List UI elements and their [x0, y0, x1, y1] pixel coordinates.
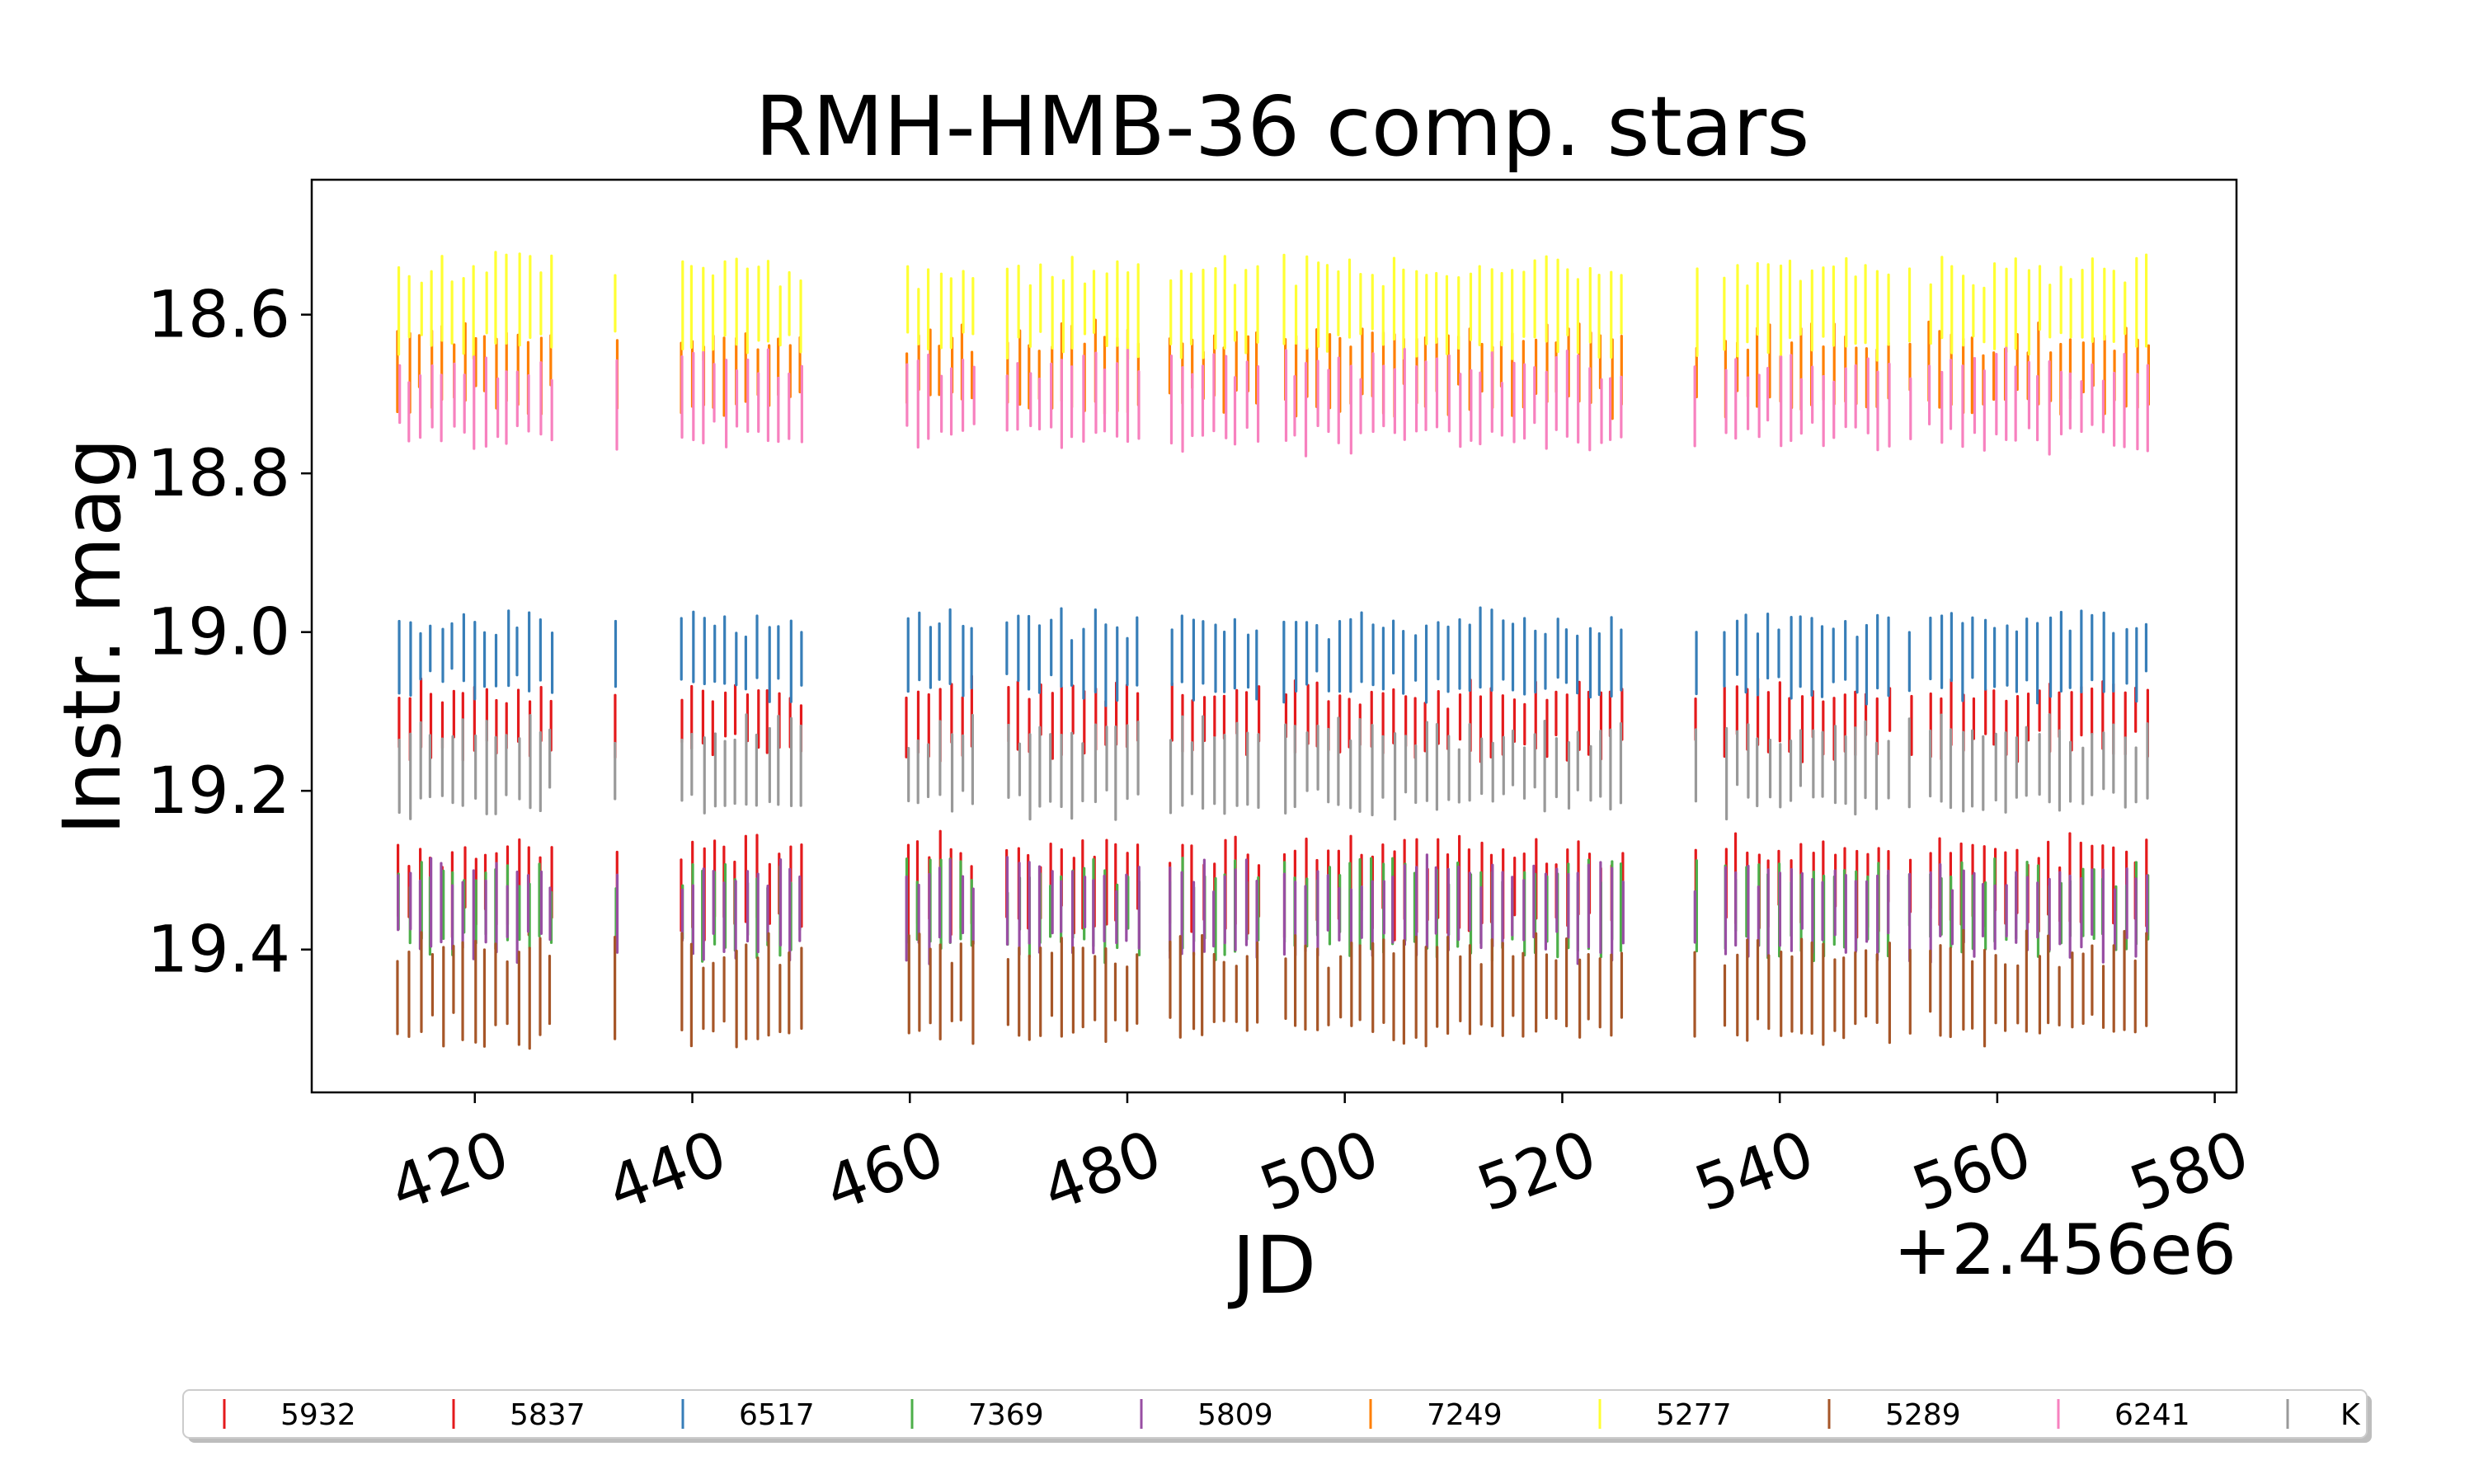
y-tick-label: 18.6	[147, 279, 290, 353]
x-tick-label: 520	[1468, 1115, 1606, 1225]
x-tick-label: 480	[1033, 1115, 1171, 1225]
x-tick-label: 540	[1686, 1115, 1823, 1225]
x-axis-label: JD	[1228, 1219, 1316, 1312]
y-tick-label: 18.8	[147, 437, 290, 511]
legend-label: 5809	[1197, 1398, 1273, 1432]
legend-label: 7249	[1427, 1398, 1503, 1432]
data-layer	[396, 251, 2151, 1050]
series-5289	[396, 928, 2148, 1050]
legend-items: 5932 5837 6517 7369 5809 7249 5277 5289 6241 K	[223, 1398, 2361, 1432]
legend-label: 6241	[2114, 1398, 2190, 1432]
x-tick-label: 460	[816, 1115, 953, 1225]
y-tick-label: 19.0	[147, 596, 290, 670]
series-6517	[397, 606, 2148, 707]
legend: 5932 5837 6517 7369 5809 7249 5277 5289 6241 K	[182, 1389, 2372, 1443]
series-5809	[397, 853, 2149, 965]
series-5837	[397, 829, 2148, 942]
x-tick-label: 500	[1250, 1115, 1388, 1225]
y-axis-label: Instr. mag	[46, 438, 139, 835]
x-tick-label: 420	[380, 1115, 518, 1225]
legend-label: 5277	[1656, 1398, 1732, 1432]
y-axis: 18.6 18.8 19.0 19.2 19.4	[147, 279, 312, 988]
series-K	[397, 713, 2149, 821]
x-axis: 420 440 460 480 500 520 540 560 580	[380, 1092, 2258, 1226]
legend-box	[182, 1389, 2368, 1439]
legend-label: K	[2340, 1398, 2361, 1432]
x-offset-label: +2.456e6	[1893, 1209, 2236, 1290]
y-tick-label: 19.2	[147, 754, 290, 829]
x-tick-label: 440	[598, 1115, 736, 1225]
series-7249	[396, 318, 2151, 420]
legend-label: 5289	[1885, 1398, 1961, 1432]
chart-title: RMH-HMB-36 comp. stars	[755, 78, 1810, 175]
series-5277	[397, 251, 2148, 362]
legend-label: 6517	[739, 1398, 815, 1432]
legend-label: 5932	[280, 1398, 356, 1432]
legend-label: 5837	[510, 1398, 586, 1432]
series-6241	[398, 346, 2149, 458]
legend-label: 7369	[968, 1398, 1044, 1432]
series-7369	[397, 857, 2150, 965]
plot-frame	[310, 178, 2238, 1094]
series-5932	[397, 674, 2149, 763]
y-tick-label: 19.4	[147, 913, 290, 988]
